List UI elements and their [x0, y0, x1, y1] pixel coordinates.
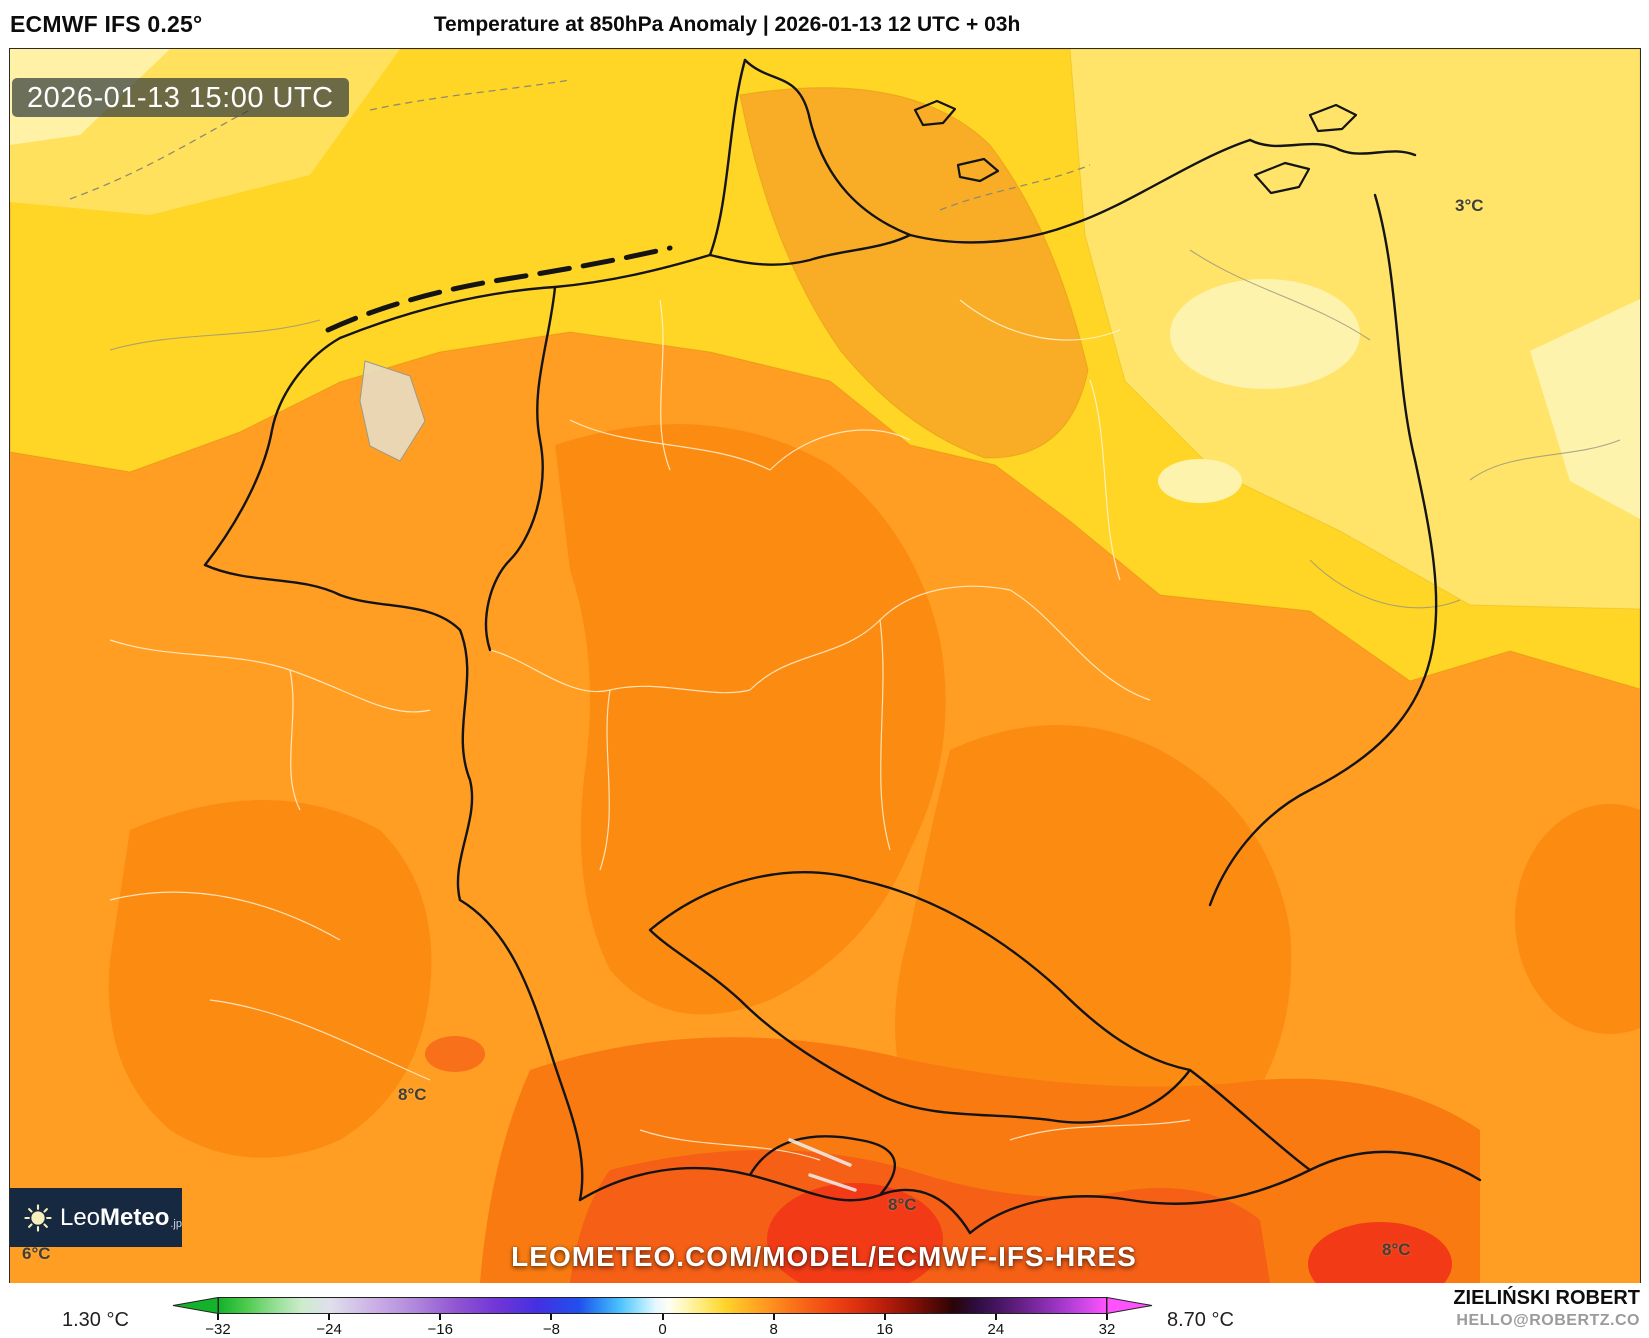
region-darkorange-right: [1515, 804, 1640, 1034]
map-temp-label: 8°C: [1382, 1240, 1411, 1259]
author-name: ZIELIŃSKI ROBERT: [1453, 1287, 1640, 1309]
region-pale-patch-3: [1158, 459, 1242, 503]
colorbar-tick-mark: [994, 1314, 997, 1320]
colorbar-tick-mark: [661, 1314, 664, 1320]
colorbar-tick-mark: [217, 1314, 219, 1320]
page-title: Temperature at 850hPa Anomaly | 2026-01-…: [433, 13, 1021, 36]
model-label: ECMWF IFS 0.25°: [10, 11, 203, 37]
region-pale-patch-1: [1170, 279, 1360, 389]
temperature-anomaly-map: [10, 49, 1640, 1283]
logo-wordmark: LeoMeteo.jp: [60, 1204, 182, 1232]
colorbar-tick-label: −8: [542, 1321, 560, 1338]
colorbar-tick-mark: [439, 1314, 442, 1320]
colorbar-tick-label: −32: [205, 1321, 231, 1338]
admin-borders-light: [109, 299, 1191, 1161]
colorbar-right-arrow: [1107, 1297, 1153, 1314]
colorbar-tick-label: 24: [987, 1321, 1005, 1338]
colorbar-tick-label: −16: [427, 1321, 453, 1338]
colorbar-tick-label: 32: [1098, 1321, 1116, 1338]
logo-brand-light: Leo: [59, 1203, 101, 1231]
admin-borders-gray: [109, 249, 1621, 609]
map-temp-label: 3°C: [1455, 196, 1484, 215]
colorbar: −32 −24 −16 −8 0 8 16 24 32: [172, 1297, 1172, 1338]
wadden-islands: [325, 245, 673, 333]
colorbar-tick-label: 16: [876, 1321, 894, 1338]
map-temp-label: 6°C: [22, 1244, 51, 1263]
colorbar-gradient: [218, 1297, 1107, 1314]
map-temp-label: 8°C: [888, 1195, 917, 1214]
weather-map: [9, 48, 1641, 1284]
timestamp-badge: 2026-01-13 15:00 UTC: [12, 78, 349, 117]
alpine-ridges: [788, 1138, 857, 1192]
leometeo-logo: LeoMeteo.jp: [10, 1188, 182, 1247]
region-darkorange-west: [108, 800, 432, 1158]
country-borders: [203, 58, 1482, 1235]
baltic-islands: [913, 99, 1358, 195]
region-orange-denmark: [739, 87, 1089, 459]
map-temp-label: 8°C: [398, 1085, 427, 1104]
colorbar-tick-label: −24: [316, 1321, 342, 1338]
colorbar-tick-label: 8: [769, 1321, 778, 1338]
colorbar-max-label: 8.70 °C: [1167, 1309, 1234, 1331]
region-red-southeast: [1308, 1222, 1452, 1283]
watermark-url: LEOMETEO.COM/MODEL/ECMWF-IFS-HRES: [511, 1241, 1137, 1272]
maritime-dashed-lines: [69, 79, 1091, 211]
colorbar-tick-mark: [883, 1314, 886, 1320]
colorbar-left-arrow: [172, 1297, 218, 1314]
colorbar-tick-mark: [772, 1314, 775, 1320]
logo-brand-bold: Meteo: [100, 1203, 170, 1231]
region-darkorange-central: [555, 424, 946, 1015]
region-darkorange-spot: [425, 1036, 485, 1072]
author-contact: HELLO@ROBERTZ.CO: [1456, 1312, 1640, 1329]
lake-ijsselmeer: [359, 360, 426, 462]
logo-tld: .jp: [170, 1217, 182, 1230]
colorbar-tick-mark: [1106, 1314, 1108, 1320]
region-pale-patch-2: [1530, 299, 1640, 519]
colorbar-tick-label: 0: [658, 1321, 667, 1338]
sun-icon: [24, 1203, 52, 1232]
colorbar-min-label: 1.30 °C: [62, 1309, 129, 1331]
region-red-switzerland: [767, 1183, 943, 1283]
colorbar-tick-mark: [328, 1314, 331, 1320]
colorbar-tick-mark: [550, 1314, 553, 1320]
